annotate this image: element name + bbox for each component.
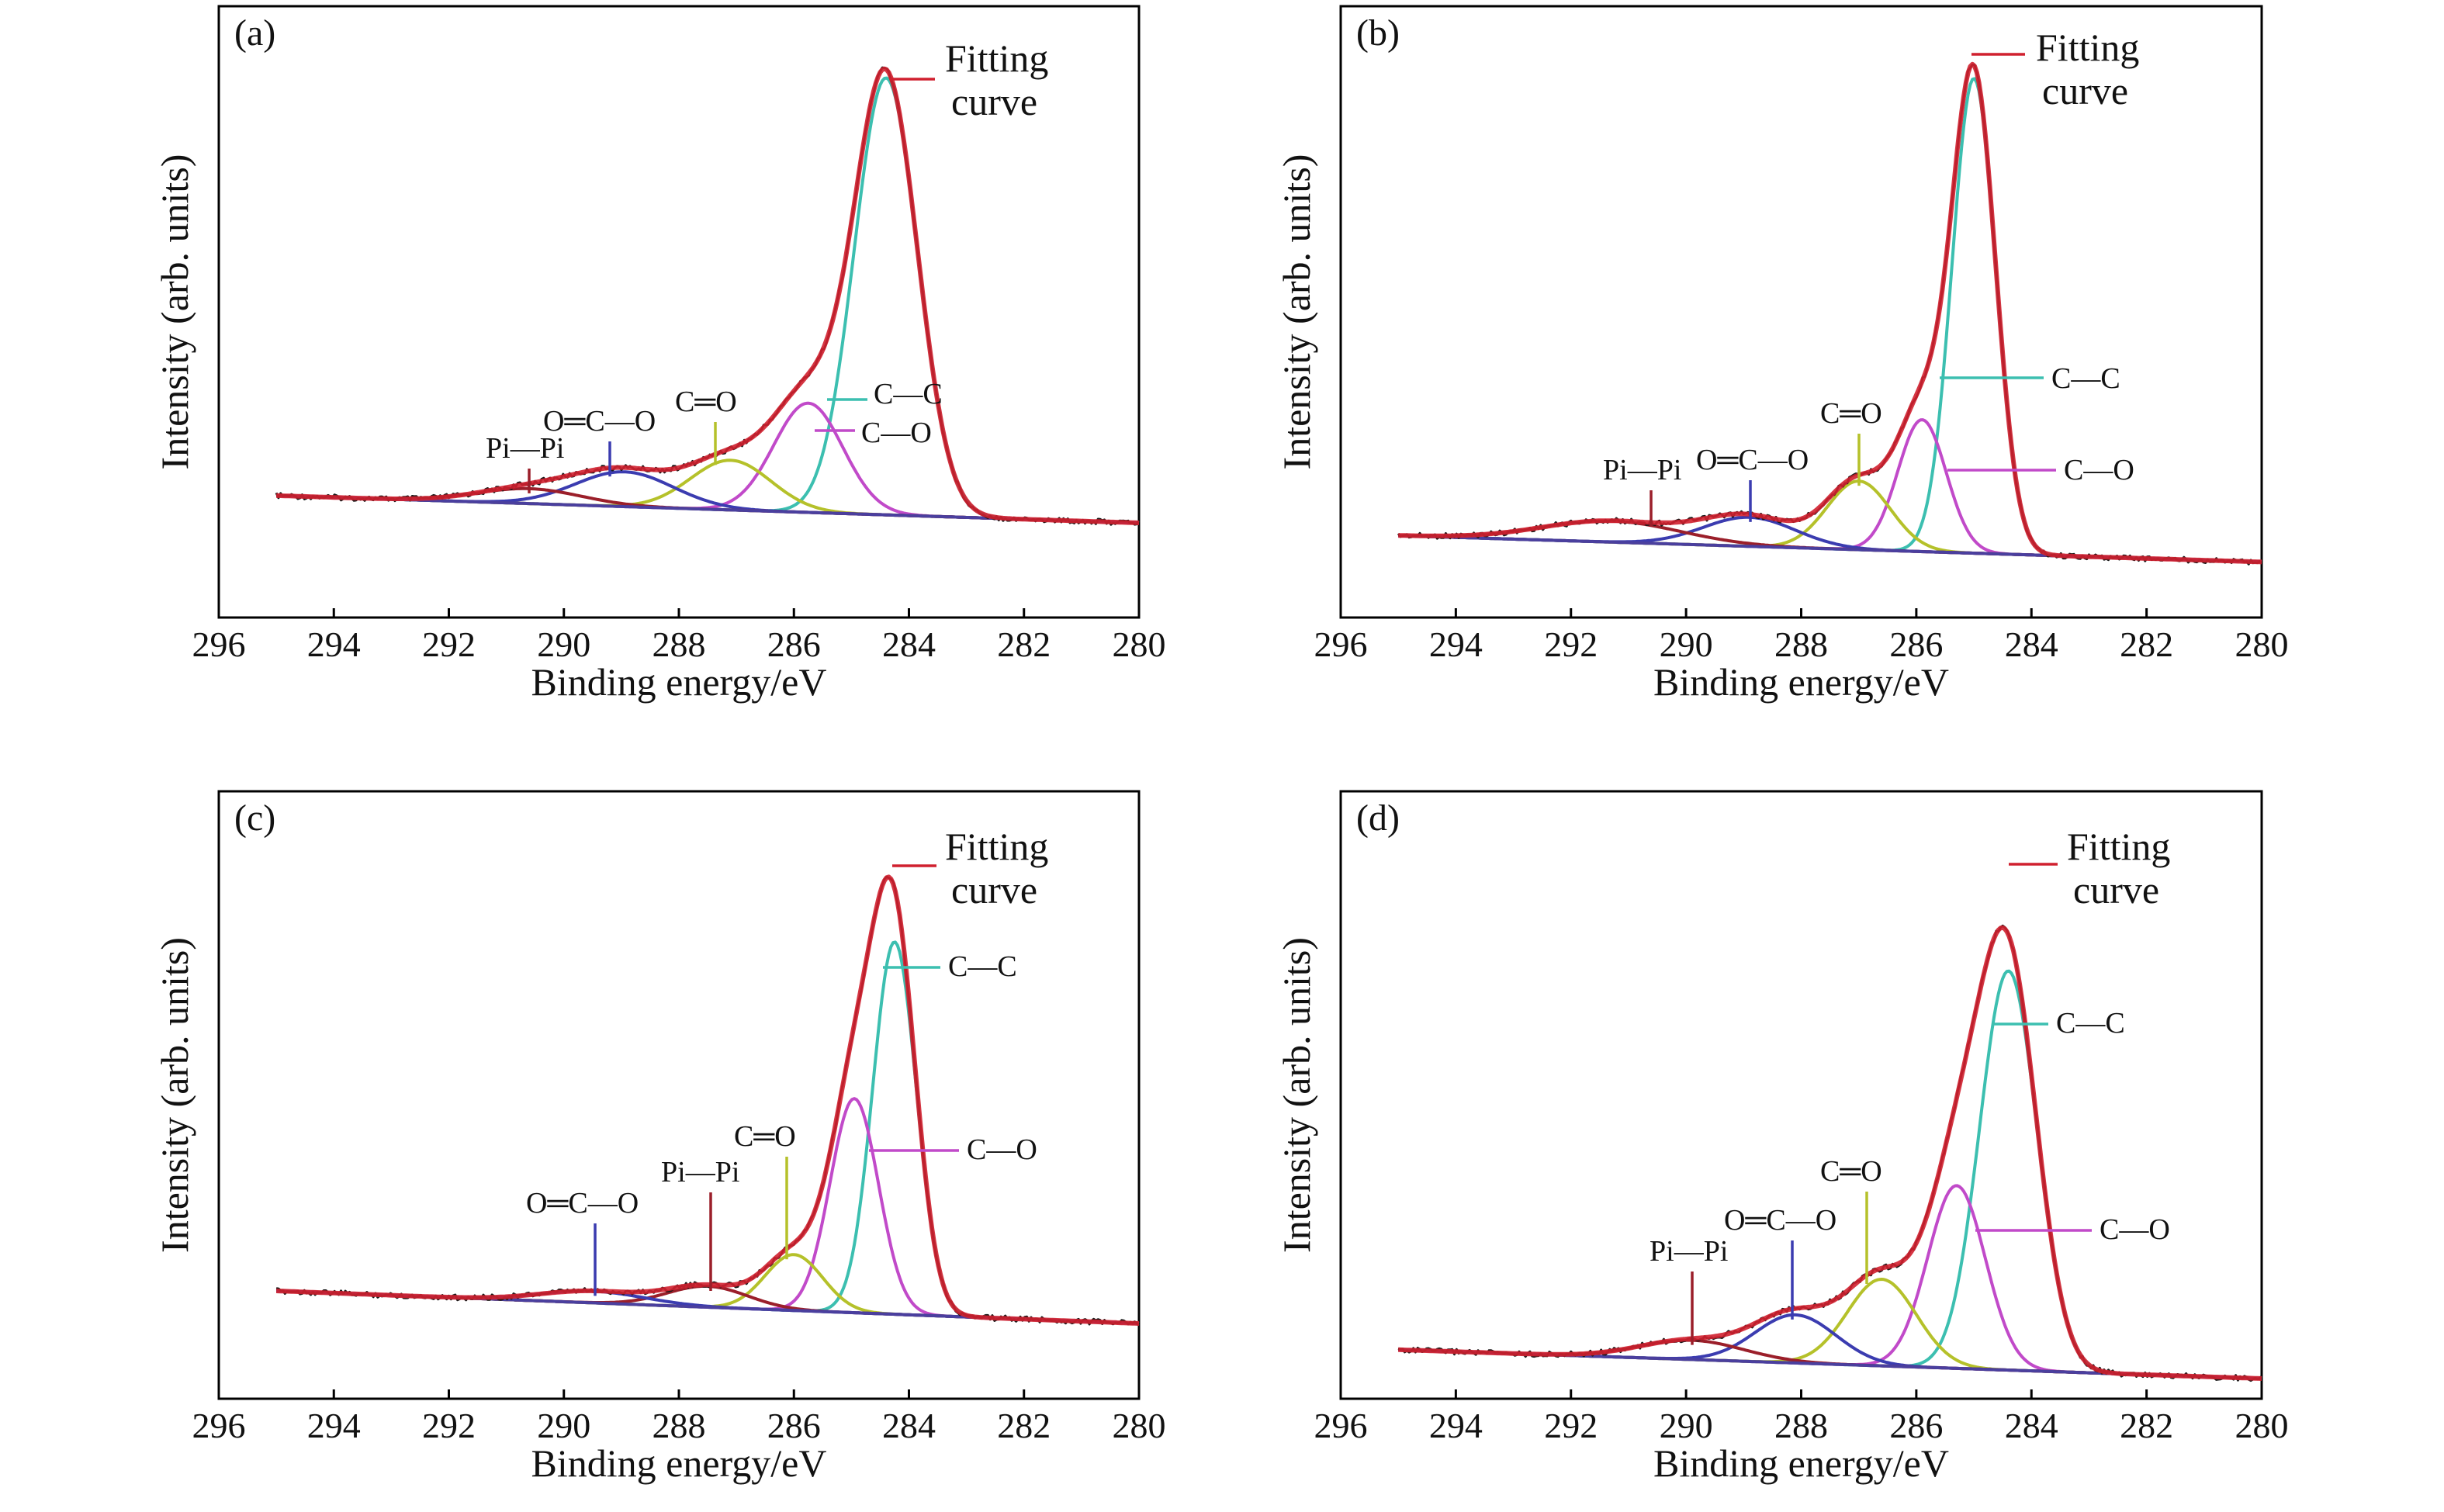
panel-label: (b): [1356, 12, 1400, 54]
panel-label: (d): [1356, 798, 1400, 839]
x-tick-label: 280: [1113, 1406, 1166, 1445]
annotation-label: O═C—O: [1724, 1204, 1836, 1237]
annotation-label: C═O: [1820, 397, 1882, 430]
x-tick-label: 282: [997, 1406, 1051, 1445]
x-tick-label: 280: [2235, 625, 2289, 664]
component-curve-cc: [1398, 77, 2262, 564]
x-tick-label: 286: [1889, 1406, 1943, 1445]
panel-b: 296 294 292 290 288 286 284 282 280 Binding energ…: [1275, 5, 2289, 704]
annotation-label: C═O: [1820, 1155, 1882, 1188]
fitting-label-line1: Fitting: [2067, 825, 2170, 868]
x-tick-label: 290: [537, 625, 590, 664]
y-axis-label: Intensity (arb. units): [153, 937, 196, 1253]
component-curve-co: [276, 458, 1140, 524]
x-tick-label: 282: [2120, 625, 2173, 664]
x-tick-label: 282: [997, 625, 1051, 664]
x-tick-label: 284: [882, 1406, 936, 1445]
annotation-label: Pi—Pi: [1603, 454, 1681, 486]
component-curve-oco: [1398, 1313, 2262, 1380]
x-tick-label: 296: [192, 1406, 246, 1445]
y-axis-label: Intensity (arb. units): [1275, 937, 1318, 1253]
x-tick-label: 288: [653, 625, 706, 664]
component-curve-co: [276, 1097, 1140, 1325]
x-tick-label: 290: [537, 1406, 590, 1445]
x-tick-label: 294: [1429, 625, 1483, 664]
panel-d: 296 294 292 290 288 286 284 282 280 Binding energ…: [1275, 790, 2289, 1485]
x-tick-label: 292: [422, 625, 476, 664]
annotation-label: Pi—Pi: [486, 432, 564, 465]
fitting-label-line1: Fitting: [2036, 26, 2139, 69]
raw-data-curve: [275, 875, 1141, 1327]
x-axis-label: Binding energy/eV: [531, 1441, 827, 1485]
fitting-label-line2: curve: [951, 868, 1037, 912]
raw-data-curve: [1397, 924, 2263, 1382]
x-tick-label: 280: [2235, 1406, 2289, 1445]
annotation-label: O═C—O: [1696, 444, 1809, 476]
x-tick-label: 296: [192, 625, 246, 664]
fitting-curve: [275, 66, 1140, 525]
x-tick-label: 296: [1314, 1406, 1368, 1445]
x-tick-label: 282: [2120, 1406, 2173, 1445]
y-axis-label: Intensity (arb. units): [1275, 154, 1318, 470]
annotation-label: O═C—O: [543, 405, 656, 438]
annotation-label: C—O: [2100, 1213, 2170, 1246]
x-axis-label: Binding energy/eV: [531, 660, 827, 704]
annotation-label: C—O: [2064, 454, 2134, 486]
y-axis-label: Intensity (arb. units): [153, 154, 196, 470]
x-tick-label: 292: [1544, 625, 1598, 664]
fitting-curve: [1398, 925, 2262, 1381]
x-tick-label: 292: [1544, 1406, 1598, 1445]
x-tick-label: 284: [2005, 1406, 2058, 1445]
x-tick-label: 294: [307, 1406, 361, 1445]
x-tick-label: 286: [767, 625, 821, 664]
x-tick-label: 284: [2005, 625, 2058, 664]
annotation-label: C═O: [734, 1120, 796, 1153]
panel-label: (a): [234, 12, 275, 54]
x-tick-label: 288: [1774, 625, 1828, 664]
annotation-label: C—C: [948, 950, 1017, 983]
x-tick-label: 286: [767, 1406, 821, 1445]
annotation-label: C—C: [874, 378, 943, 410]
annotation-label: O═C—O: [526, 1187, 639, 1220]
fitting-curve: [1398, 61, 2262, 565]
panel-label: (c): [234, 798, 275, 839]
fitting-label-line1: Fitting: [945, 825, 1048, 868]
panel-a: 296 294 292 290 288 286 284 282 280 Binding energ…: [153, 5, 1166, 704]
annotation-label: Pi—Pi: [661, 1156, 739, 1188]
component-curve-co: [276, 1253, 1140, 1325]
raw-data-curve: [1397, 64, 2262, 566]
x-tick-label: 290: [1660, 1406, 1713, 1445]
fitting-curve: [275, 874, 1140, 1326]
x-tick-label: 296: [1314, 625, 1368, 664]
x-tick-label: 294: [307, 625, 361, 664]
annotation-label: C—C: [2051, 362, 2120, 395]
annotation-label: Pi—Pi: [1650, 1235, 1728, 1268]
fitting-label-line2: curve: [2073, 868, 2159, 912]
x-tick-label: 290: [1660, 625, 1713, 664]
fitting-label-line2: curve: [2042, 69, 2128, 112]
x-tick-label: 292: [422, 1406, 476, 1445]
component-curve-co: [276, 401, 1140, 524]
fitting-label-line2: curve: [951, 80, 1037, 123]
annotation-label: C—O: [861, 417, 932, 449]
x-tick-label: 294: [1429, 1406, 1483, 1445]
fitting-label-line1: Fitting: [945, 36, 1048, 80]
panel-c: 296 294 292 290 288 286 284 282 280 Binding energ…: [153, 790, 1166, 1485]
x-tick-label: 280: [1113, 625, 1166, 664]
x-axis-label: Binding energy/eV: [1653, 660, 1949, 704]
annotation-label: C—O: [967, 1133, 1037, 1166]
x-tick-label: 284: [882, 625, 936, 664]
x-tick-label: 288: [1774, 1406, 1828, 1445]
x-tick-label: 286: [1889, 625, 1943, 664]
x-tick-label: 288: [653, 1406, 706, 1445]
x-axis-label: Binding energy/eV: [1653, 1441, 1949, 1485]
annotation-label: C═O: [675, 386, 737, 418]
annotation-label: C—C: [2056, 1007, 2125, 1040]
